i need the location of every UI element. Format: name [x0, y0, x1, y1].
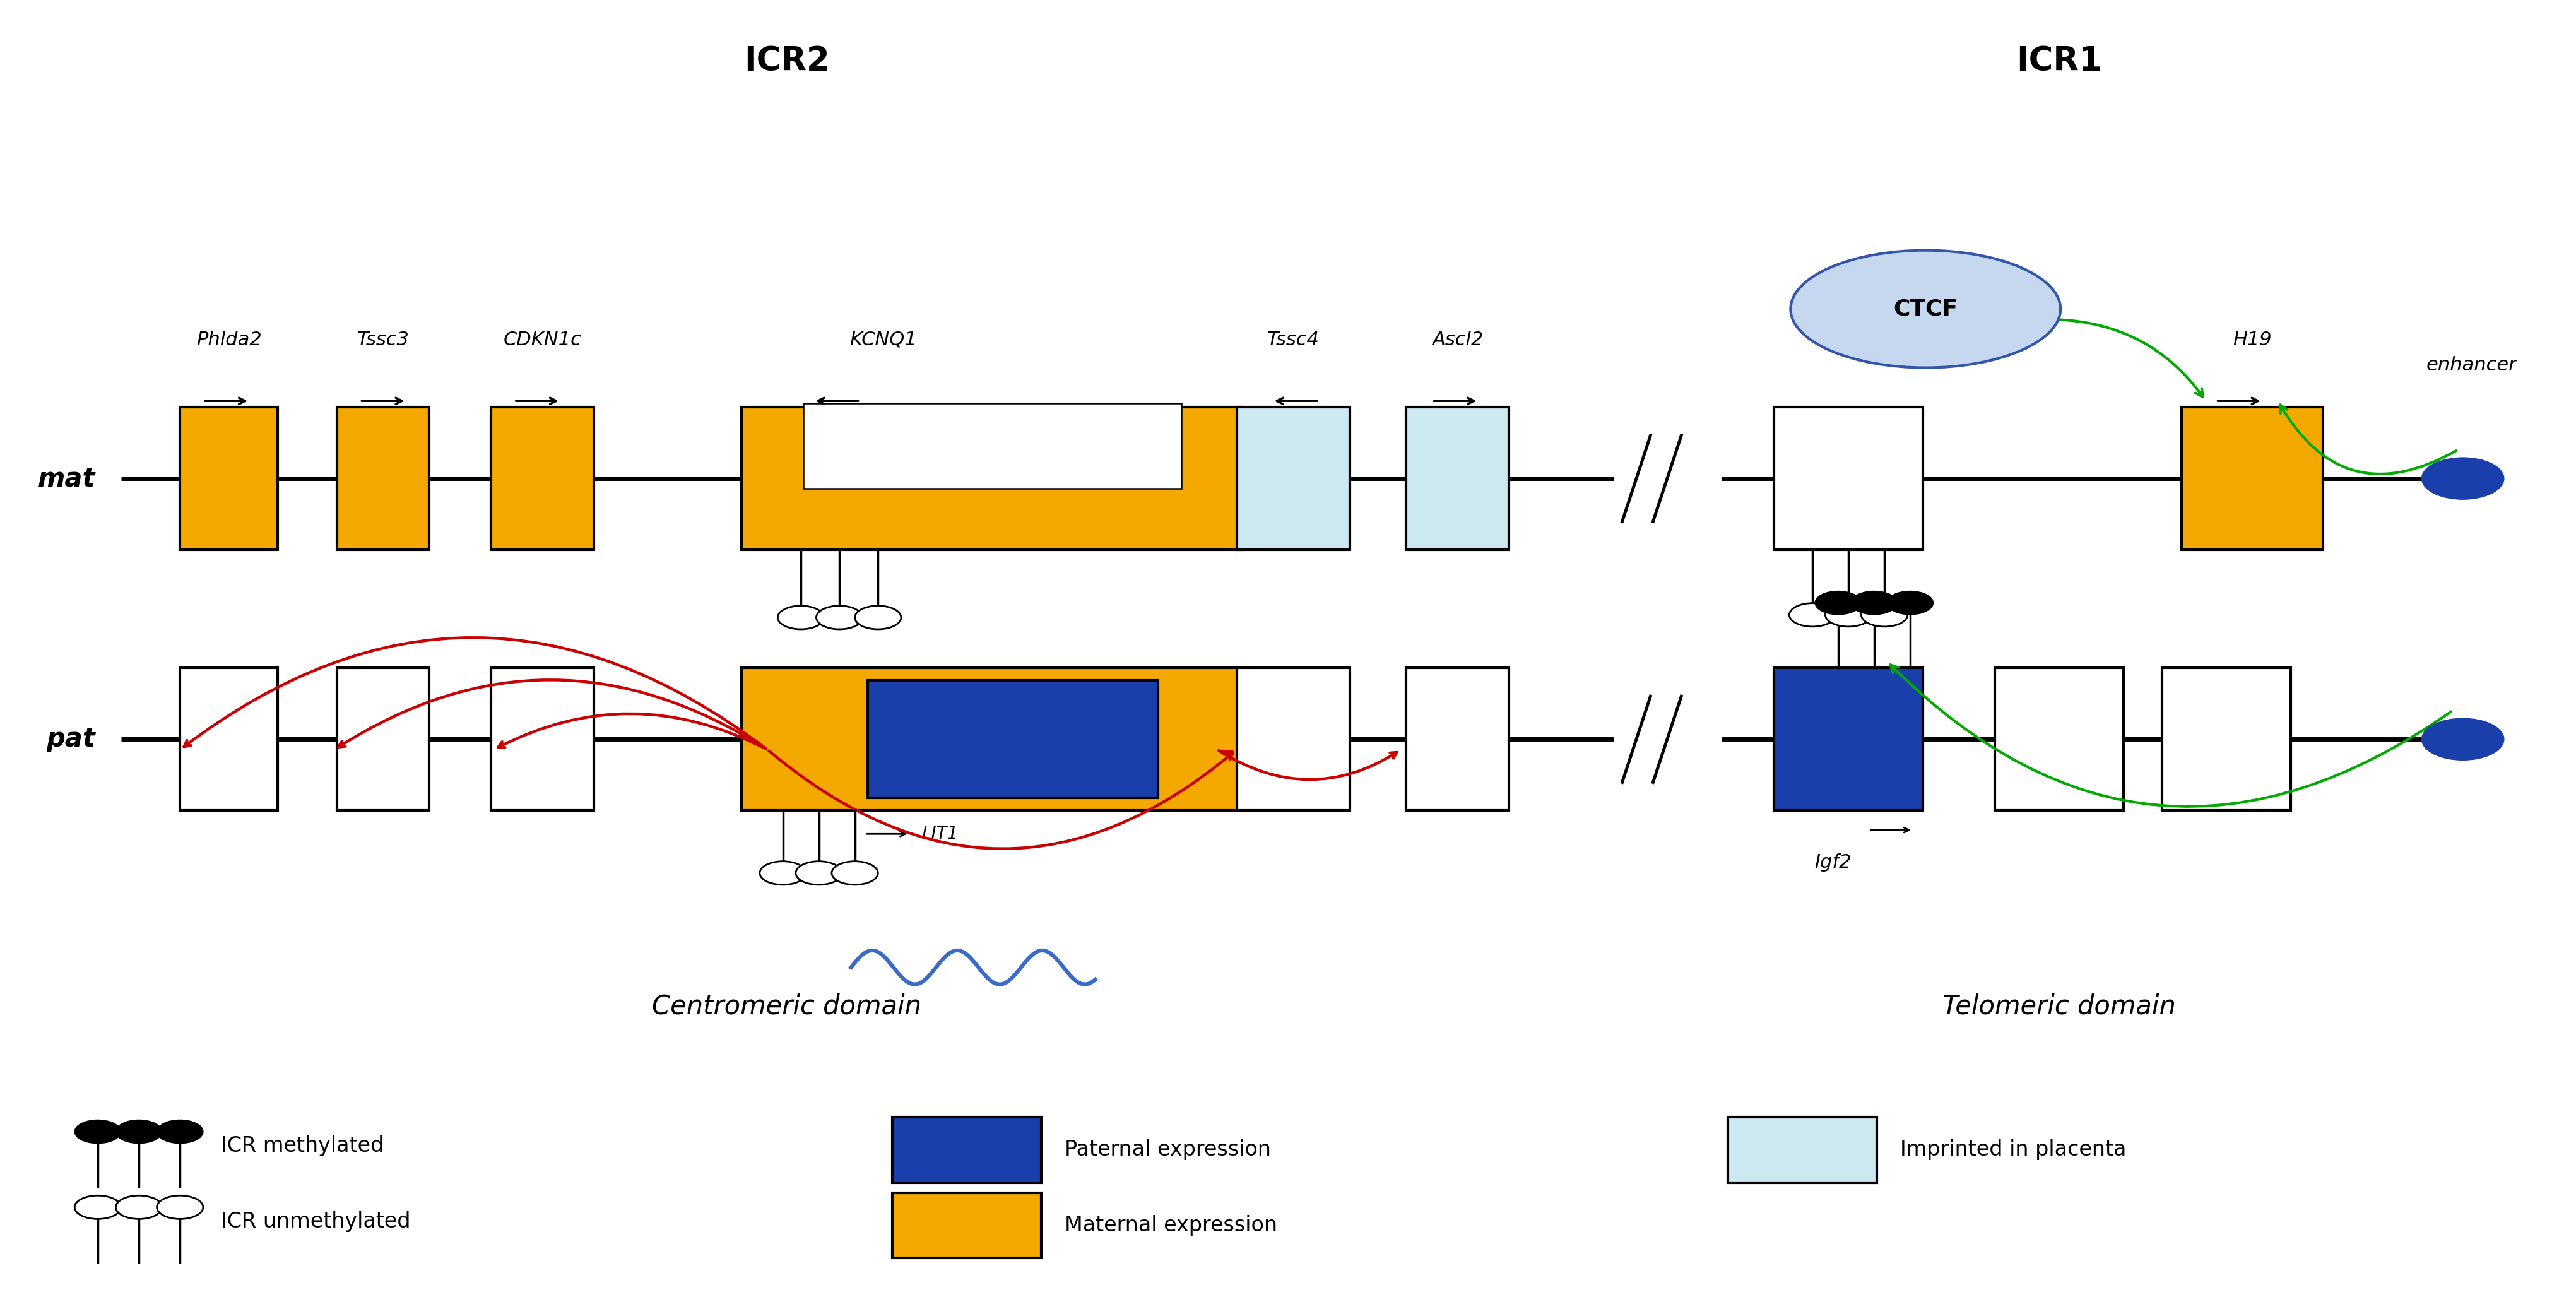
Text: Ascl2: Ascl2: [1432, 330, 1484, 348]
Bar: [1775, 407, 1922, 550]
Text: Telomeric domain: Telomeric domain: [1942, 994, 2177, 1020]
Text: Tssc3: Tssc3: [358, 330, 410, 348]
Bar: [804, 403, 1182, 488]
Text: ICR1: ICR1: [2017, 45, 2102, 77]
Bar: [337, 668, 430, 810]
Text: Imprinted in placenta: Imprinted in placenta: [1901, 1140, 2125, 1160]
Bar: [742, 668, 1244, 810]
Circle shape: [1852, 592, 1899, 614]
Bar: [868, 681, 1159, 798]
Text: pat: pat: [46, 726, 95, 753]
Bar: [1236, 668, 1350, 810]
Bar: [180, 407, 278, 550]
Text: H19: H19: [2233, 330, 2272, 348]
Circle shape: [2421, 458, 2504, 499]
Circle shape: [75, 1121, 121, 1143]
Text: LIT1: LIT1: [922, 825, 958, 843]
Bar: [891, 1192, 1041, 1258]
Text: mat: mat: [39, 465, 95, 492]
Circle shape: [796, 861, 842, 885]
Bar: [492, 407, 595, 550]
Circle shape: [1790, 603, 1837, 627]
Circle shape: [116, 1195, 162, 1219]
Text: CDKN1c: CDKN1c: [502, 330, 582, 348]
Circle shape: [75, 1195, 121, 1219]
Circle shape: [760, 861, 806, 885]
Circle shape: [1826, 603, 1873, 627]
Bar: [492, 668, 595, 810]
Circle shape: [157, 1121, 204, 1143]
Circle shape: [817, 606, 863, 630]
Text: Paternal expression: Paternal expression: [1064, 1140, 1270, 1160]
Text: CTCF: CTCF: [1893, 298, 1958, 319]
Bar: [891, 1118, 1041, 1182]
Bar: [2182, 407, 2324, 550]
Bar: [1775, 668, 1922, 810]
Text: ICR2: ICR2: [744, 45, 829, 77]
Bar: [1728, 1118, 1878, 1182]
Bar: [2161, 668, 2290, 810]
Text: ICR methylated: ICR methylated: [222, 1136, 384, 1156]
Bar: [1236, 407, 1350, 550]
Circle shape: [855, 606, 902, 630]
Bar: [1406, 407, 1510, 550]
Text: ICR unmethylated: ICR unmethylated: [222, 1211, 410, 1232]
Text: Centromeric domain: Centromeric domain: [652, 994, 922, 1020]
Text: Tssc4: Tssc4: [1267, 330, 1319, 348]
Bar: [1615, 407, 1723, 550]
Circle shape: [1888, 592, 1932, 614]
Circle shape: [1816, 592, 1862, 614]
Circle shape: [157, 1195, 204, 1219]
Text: Phlda2: Phlda2: [196, 330, 263, 348]
Circle shape: [778, 606, 824, 630]
Text: KCNQ1: KCNQ1: [850, 330, 917, 348]
Ellipse shape: [1790, 250, 2061, 368]
Text: Maternal expression: Maternal expression: [1064, 1215, 1278, 1236]
Circle shape: [116, 1121, 162, 1143]
Bar: [1406, 668, 1510, 810]
Bar: [1994, 668, 2123, 810]
Circle shape: [1862, 603, 1909, 627]
Bar: [742, 407, 1244, 550]
Text: enhancer: enhancer: [2427, 356, 2517, 374]
Bar: [180, 668, 278, 810]
Bar: [337, 407, 430, 550]
Circle shape: [832, 861, 878, 885]
Bar: [1615, 668, 1723, 812]
Circle shape: [2421, 719, 2504, 761]
Text: Igf2: Igf2: [1814, 853, 1852, 872]
